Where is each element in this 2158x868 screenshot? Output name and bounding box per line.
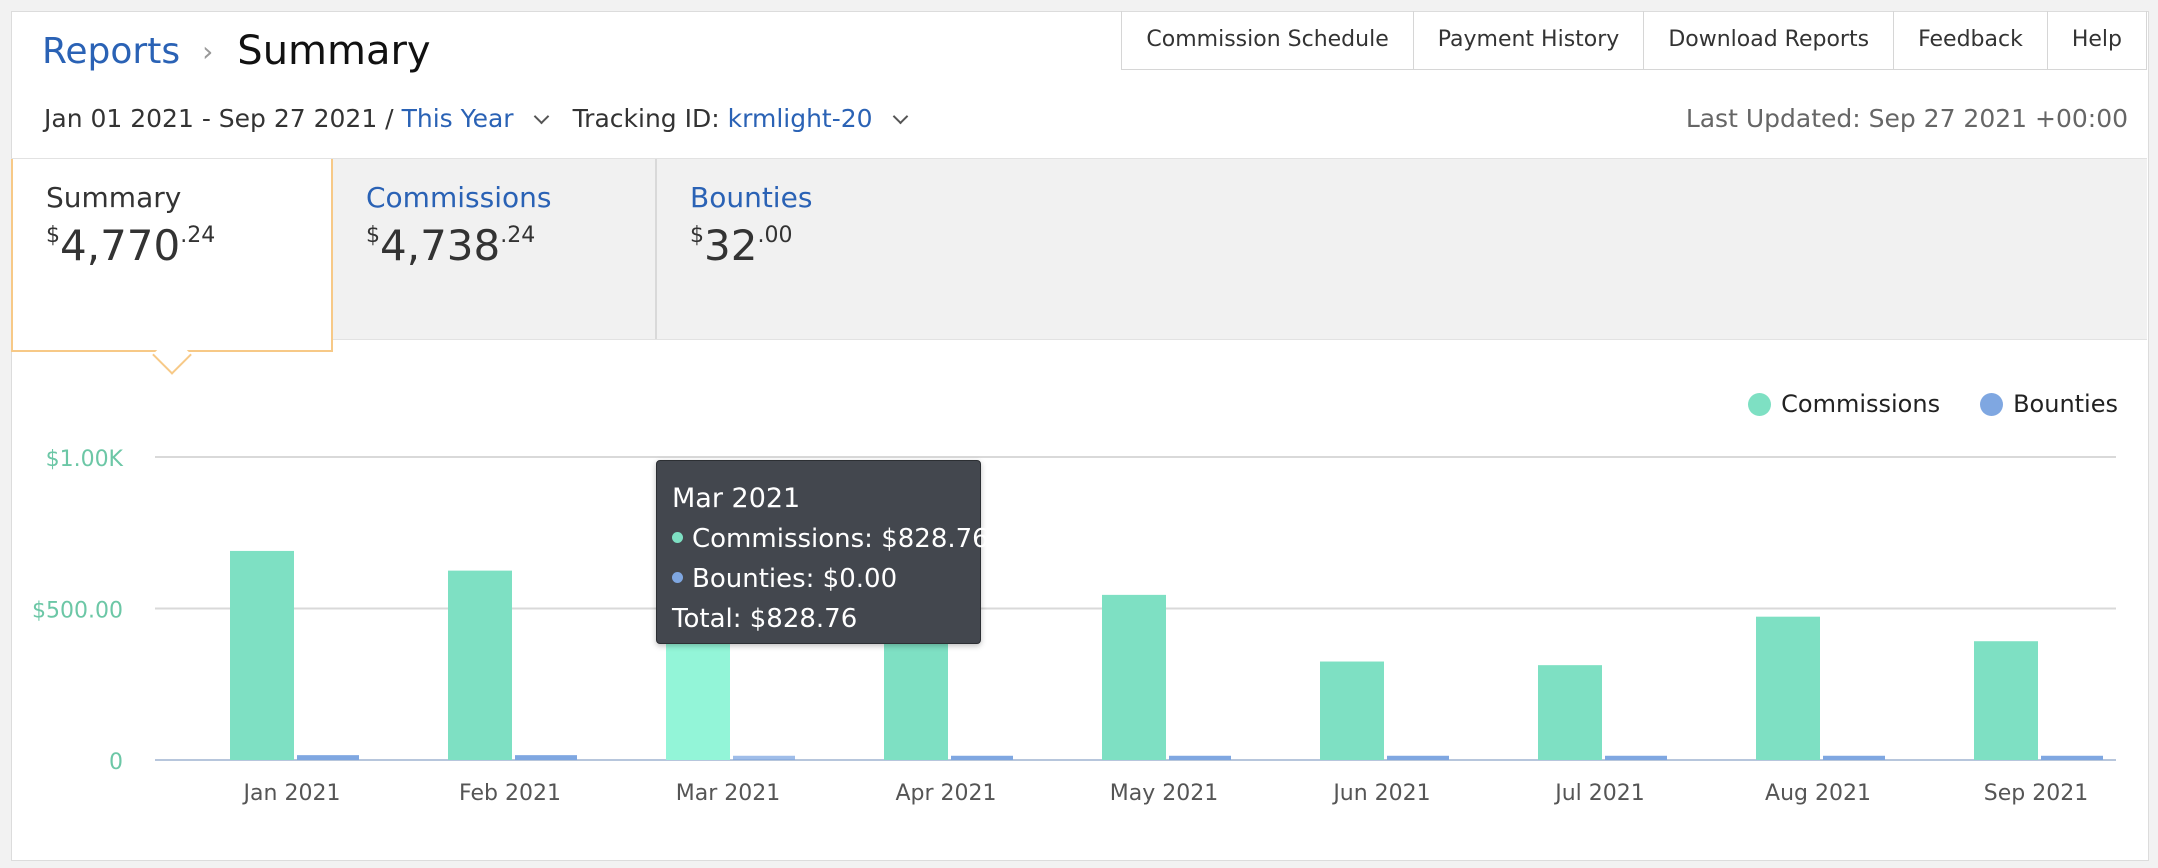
tooltip-bounties-row: Bounties: $0.00 [672, 559, 980, 599]
bounties-bar [2041, 755, 2103, 760]
bounties-bar [1823, 755, 1885, 760]
last-updated: Last Updated: Sep 27 2021 +00:00 [1685, 104, 2128, 133]
bounties-dot-icon [672, 572, 683, 583]
breadcrumb-reports-link[interactable]: Reports [42, 30, 181, 72]
tab-commissions[interactable]: Commissions $4,738.24 [333, 159, 655, 339]
x-tick-label: Aug 2021 [1765, 781, 1871, 806]
payment-history-button[interactable]: Payment History [1412, 11, 1644, 69]
period-dropdown[interactable]: This Year [401, 104, 514, 133]
x-tick-label: May 2021 [1110, 781, 1218, 806]
commissions-bar [1974, 641, 2038, 760]
chart-legend: Commissions Bounties [1708, 390, 2118, 418]
feedback-button[interactable]: Feedback [1893, 11, 2047, 69]
commissions-bar [1320, 661, 1384, 760]
tooltip-bounties: Bounties: $0.00 [692, 564, 898, 594]
commissions-bar [1756, 616, 1820, 760]
tab-summary-value: $4,770.24 [46, 221, 216, 270]
legend-commissions-label: Commissions [1781, 390, 1941, 418]
x-tick-label: Jun 2021 [1331, 781, 1430, 806]
bounties-bar [1387, 755, 1449, 760]
tab-divider [655, 159, 657, 339]
commissions-swatch [1748, 392, 1772, 416]
tooltip-title: Mar 2021 [672, 483, 801, 514]
tracking-id-label: Tracking ID: [572, 104, 720, 133]
tab-commissions-value: $4,738.24 [366, 221, 536, 270]
tab-commissions-label: Commissions [366, 181, 552, 214]
tab-summary-label: Summary [46, 181, 182, 214]
y-tick-label: 0 [109, 750, 123, 775]
x-tick-label: Jan 2021 [242, 781, 341, 806]
bounties-bar [515, 755, 577, 760]
chevron-right-icon: › [202, 34, 214, 68]
tooltip-commissions-row: Commissions: $828.76 [672, 519, 989, 559]
legend-commissions[interactable]: Commissions [1748, 390, 1940, 418]
top-nav: Commission Schedule Payment History Down… [1121, 11, 2147, 70]
y-tick-label: $500.00 [32, 599, 123, 624]
tooltip-commissions: Commissions: $828.76 [692, 524, 989, 554]
commissions-bar [230, 550, 294, 760]
x-tick-label: Sep 2021 [1984, 781, 2088, 806]
bounties-swatch [1980, 392, 2004, 416]
x-tick-label: Apr 2021 [895, 781, 996, 806]
bounties-bar [297, 755, 359, 760]
commissions-dot-icon [672, 532, 683, 543]
filter-bar: Jan 01 2021 - Sep 27 2021 / This Year Tr… [44, 104, 922, 133]
tracking-id-dropdown[interactable]: krmlight-20 [727, 104, 873, 133]
bounties-bar [951, 755, 1013, 760]
commission-schedule-button[interactable]: Commission Schedule [1146, 27, 1389, 52]
commissions-bar [1538, 665, 1602, 760]
bounties-bar [1169, 755, 1231, 760]
legend-bounties[interactable]: Bounties [1980, 390, 2118, 418]
tooltip-total: Total: $828.76 [672, 604, 858, 634]
tab-bounties-value: $32.00 [690, 221, 793, 270]
date-range-text: Jan 01 2021 - Sep 27 2021 / [44, 104, 394, 133]
help-button[interactable]: Help [2046, 11, 2146, 69]
tab-bounties-label: Bounties [690, 181, 813, 214]
x-tick-label: Feb 2021 [459, 781, 561, 806]
download-reports-button[interactable]: Download Reports [1643, 11, 1893, 69]
bounties-bar [1605, 755, 1667, 760]
tab-bounties[interactable]: Bounties $32.00 [657, 159, 979, 339]
chart-tooltip: Mar 2021 Commissions: $828.76 Bounties: … [656, 460, 989, 644]
commissions-bar [448, 570, 512, 760]
bounties-bar [733, 755, 795, 760]
legend-bounties-label: Bounties [2013, 390, 2118, 418]
x-tick-label: Jul 2021 [1553, 781, 1645, 806]
summary-tabs: Summary $4,770.24 Commissions $4,738.24 … [11, 158, 2147, 352]
y-tick-label: $1.00K [46, 447, 124, 472]
x-tick-label: Mar 2021 [676, 781, 781, 806]
page-title: Summary [237, 28, 431, 74]
commissions-bar [1102, 594, 1166, 760]
tab-summary[interactable]: Summary $4,770.24 [11, 159, 333, 352]
breadcrumb: Reports › Summary [42, 28, 431, 74]
